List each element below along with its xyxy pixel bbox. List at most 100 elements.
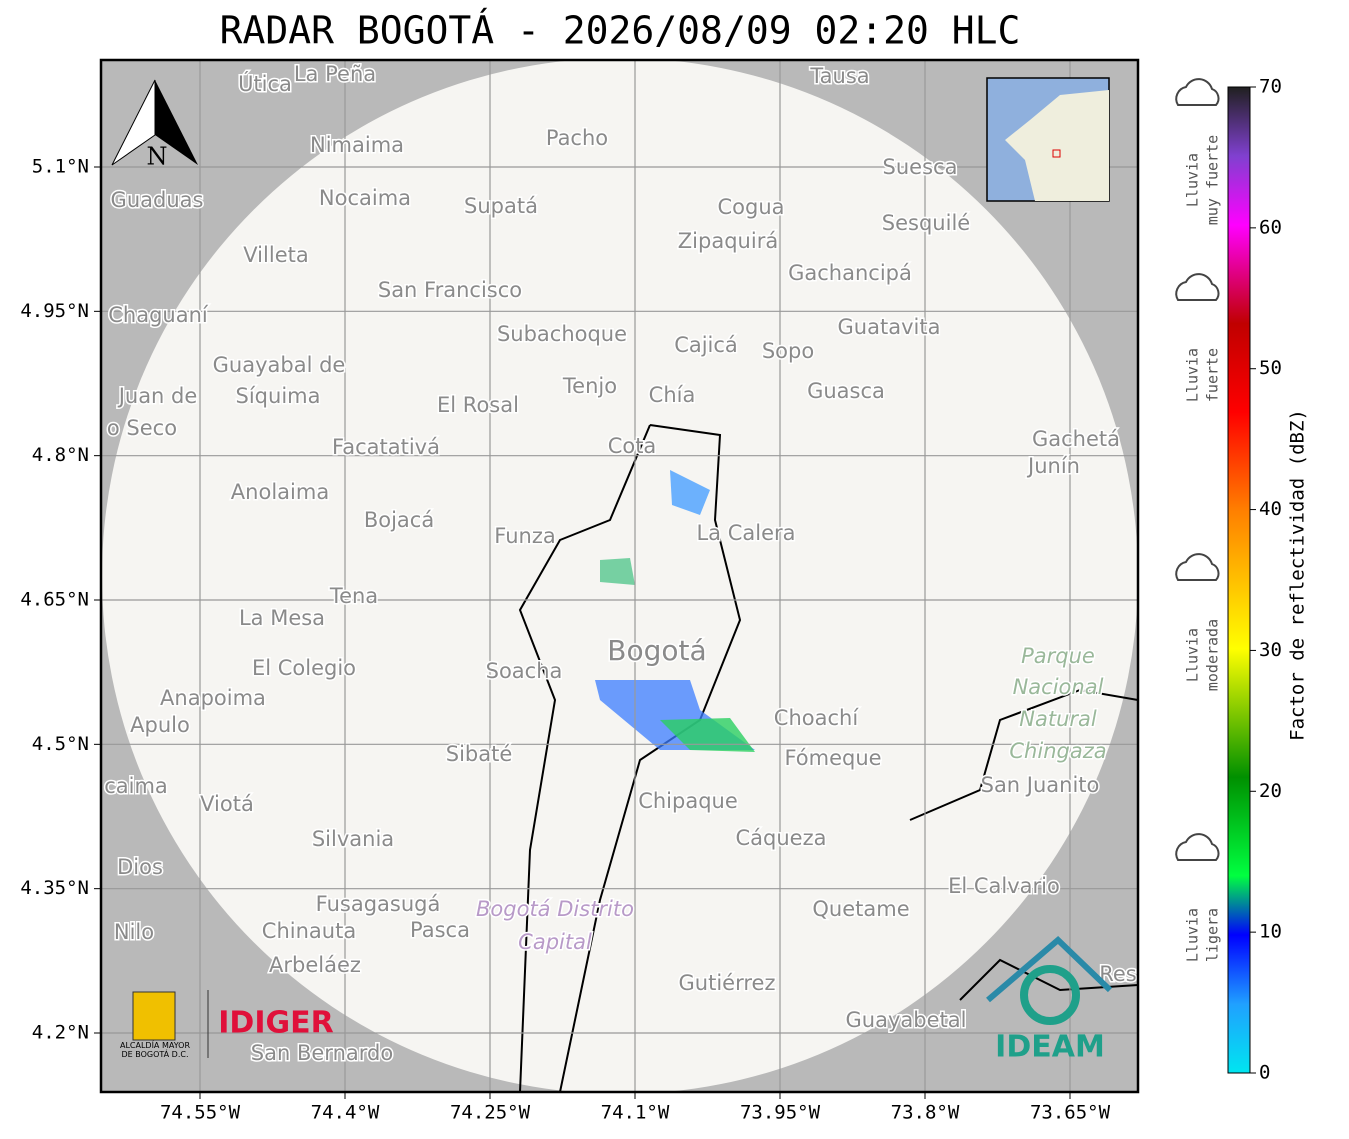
inset-map: [986, 77, 1110, 202]
place-label: Silvania: [312, 827, 394, 851]
north-arrow: N: [111, 79, 198, 171]
place-label: La Mesa: [239, 606, 325, 630]
y-tick-label: 4.8°N: [32, 444, 89, 466]
place-label: Zipaquirá: [678, 229, 778, 253]
rain-level-label: Lluvia: [1184, 628, 1202, 682]
rain-level-label: fuerte: [1204, 348, 1222, 402]
y-tick-label: 4.65°N: [20, 589, 89, 611]
rain-icon: [1175, 78, 1220, 106]
y-tick-label: 4.35°N: [20, 877, 89, 899]
place-label: Villeta: [243, 243, 308, 267]
colorbar-tick-label: 0: [1259, 1062, 1270, 1084]
place-label: Anolaima: [231, 480, 329, 504]
place-label: Guaduas: [111, 188, 204, 212]
colorbar-tick-label: 40: [1259, 498, 1282, 520]
place-label: Juan de: [117, 384, 198, 408]
place-label: Suesca: [883, 155, 958, 179]
place-label: Cogua: [717, 195, 784, 219]
logo-text: ALCALDÍA MAYOR: [120, 1039, 190, 1050]
place-label: Guayabal de: [213, 353, 346, 377]
place-label: Soacha: [486, 659, 563, 683]
place-label: Nocaima: [319, 186, 411, 210]
place-label: Sopo: [762, 339, 814, 363]
map-area: [101, 60, 1138, 1092]
x-tick-label: 73.8°W: [891, 1102, 960, 1124]
place-label: Cáqueza: [736, 826, 827, 850]
place-label: Funza: [494, 524, 555, 548]
y-tick-label: 4.5°N: [32, 733, 89, 755]
x-tick-label: 74.4°W: [311, 1102, 380, 1124]
colorbar-tick-label: 10: [1259, 921, 1282, 943]
x-tick-label: 73.95°W: [740, 1102, 821, 1124]
rain-level-label: Lluvia: [1184, 348, 1202, 402]
colorbar-tick-label: 30: [1259, 639, 1282, 661]
place-label: Apulo: [130, 713, 190, 737]
place-label: Bogotá: [607, 634, 706, 667]
logo-text: DE BOGOTÁ D.C.: [121, 1048, 188, 1059]
place-label: Bogotá Distrito: [476, 897, 634, 921]
place-label: El Rosal: [437, 393, 519, 417]
place-label: Cota: [608, 434, 657, 458]
rain-level-label: moderada: [1204, 619, 1222, 691]
colorbar-tick-label: 20: [1259, 780, 1282, 802]
place-label: La Peña: [294, 62, 376, 86]
place-label: La Calera: [696, 521, 795, 545]
rain-icon: [1175, 273, 1220, 301]
place-label: El Calvario: [948, 874, 1060, 898]
place-label: Guatavita: [838, 315, 941, 339]
place-label: Gachetá: [1032, 427, 1120, 451]
x-tick-label: 74.1°W: [601, 1102, 670, 1124]
place-label: Gutiérrez: [679, 971, 776, 995]
place-label: Arbeláez: [269, 953, 361, 977]
place-label: Subachoque: [497, 322, 627, 346]
map-frame: [99, 58, 1140, 1094]
place-label: Guayabetal: [846, 1008, 967, 1032]
place-label: San Francisco: [378, 278, 522, 302]
logo-text: IDEAM: [995, 1030, 1105, 1065]
place-label: Pacho: [546, 126, 608, 150]
place-label: Tena: [329, 584, 378, 608]
place-label: Facatativá: [332, 435, 440, 459]
place-label: San Juanito: [981, 773, 1100, 797]
rain-level-label: ligera: [1204, 908, 1222, 962]
place-label: Anapoima: [160, 686, 266, 710]
rain-icon: [1175, 833, 1220, 861]
place-label: Gachancipá: [788, 261, 912, 285]
place-label: Síquima: [236, 384, 321, 408]
place-label: Quetame: [812, 897, 909, 921]
place-label: Cajicá: [674, 333, 738, 357]
rain-level-label: Lluvia: [1184, 908, 1202, 962]
rain-icon: [1175, 553, 1220, 581]
place-label: Chingaza: [1009, 739, 1106, 763]
place-label: Tenjo: [562, 374, 617, 398]
place-label: Fusagasugá: [316, 892, 441, 916]
place-label: Útica: [238, 71, 292, 96]
place-label: Capital: [518, 930, 592, 954]
place-label: Choachí: [774, 706, 860, 730]
place-label: Bojacá: [364, 508, 434, 532]
graticule: [94, 60, 1138, 1099]
rain-level-label: muy fuerte: [1204, 135, 1222, 225]
place-label: Natural: [1019, 707, 1097, 731]
place-label: Nacional: [1013, 675, 1104, 699]
colorbar-label: Factor de reflectividad (dBZ): [1287, 409, 1309, 741]
rain-level-label: Lluvia: [1184, 153, 1202, 207]
place-label: Tausa: [809, 64, 869, 88]
place-label: Viotá: [200, 792, 254, 816]
place-label: Chía: [649, 383, 696, 407]
place-label: Chipaque: [638, 789, 738, 813]
place-label: Pasca: [410, 918, 470, 942]
place-label: Parque: [1021, 644, 1095, 668]
colorbar-tick-label: 50: [1259, 357, 1282, 379]
place-label: Junín: [1026, 454, 1080, 478]
place-label: Fómeque: [784, 746, 881, 770]
x-tick-label: 73.65°W: [1030, 1102, 1111, 1124]
place-label: Dios: [117, 855, 163, 879]
place-label: Nimaima: [310, 133, 404, 157]
place-label: Sibaté: [446, 742, 513, 766]
y-tick-label: 5.1°N: [32, 156, 89, 178]
logos: ALCALDÍA MAYOR DE BOGOTÁ D.C. IDIGER IDE…: [120, 935, 1113, 1065]
y-tick-label: 4.2°N: [32, 1022, 89, 1044]
